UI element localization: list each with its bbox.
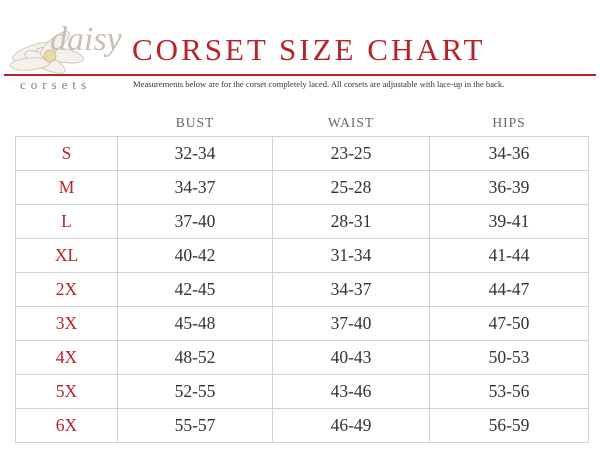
measurement: 34-36 [429,136,589,171]
divider [4,74,596,76]
logo-name: daisy [50,21,123,58]
measurement: 41-44 [429,238,589,273]
flower [9,31,85,74]
size-label: 2X [15,272,118,307]
measurement: 40-42 [117,238,273,273]
size-label: XL [15,238,118,273]
measurement: 48-52 [117,340,273,375]
column-header: HIPS [492,115,526,130]
measurement: 47-50 [429,306,589,341]
size-label: M [15,170,118,205]
table-body: S 32-34 23-25 34-36 M 34-37 25-28 36-39 L 37-40 28… [15,136,589,443]
column-header: BUST [175,115,215,130]
title: CORSET SIZE CHART [132,32,486,67]
size-row: XL 40-42 31-34 41-44 [15,238,589,273]
size-label: 6X [15,408,118,443]
measurement: 37-40 [272,306,430,341]
measurement: 31-34 [272,238,430,273]
measurement: 46-49 [272,408,430,443]
measurement: 25-28 [272,170,430,205]
measurement: 50-53 [429,340,589,375]
size-label: L [15,204,118,239]
subtitle: Measurements below are for the corset co… [133,79,505,89]
measurement: 42-45 [117,272,273,307]
measurement: 53-56 [429,374,589,409]
size-row: S 32-34 23-25 34-36 [15,136,589,171]
size-row: 3X 45-48 37-40 47-50 [15,306,589,341]
measurement: 34-37 [272,272,430,307]
logo: daisy corsets [9,21,123,92]
measurement: 36-39 [429,170,589,205]
measurement: 52-55 [117,374,273,409]
column-header: WAIST [327,115,375,130]
size-label: 5X [15,374,118,409]
size-label: S [15,136,118,171]
measurement: 40-43 [272,340,430,375]
measurement: 23-25 [272,136,430,171]
size-label: 3X [15,306,118,341]
measurement: 43-46 [272,374,430,409]
logo-tagline: corsets [20,77,91,92]
size-row: 6X 55-57 46-49 56-59 [15,408,589,443]
size-row: 2X 42-45 34-37 44-47 [15,272,589,307]
measurement: 39-41 [429,204,589,239]
measurement: 55-57 [117,408,273,443]
size-row: L 37-40 28-31 39-41 [15,204,589,239]
measurement: 45-48 [117,306,273,341]
measurement: 44-47 [429,272,589,307]
header-row: BUST WAIST HIPS [16,110,589,137]
measurement: 32-34 [117,136,273,171]
measurement: 34-37 [117,170,273,205]
measurement: 56-59 [429,408,589,443]
corner [16,110,118,137]
size-table: BUST WAIST HIPS S 32-34 23-25 34-36 M 34-37 25-2… [15,110,589,443]
size-row: 4X 48-52 40-43 50-53 [15,340,589,375]
size-label: 4X [15,340,118,375]
measurement: 28-31 [272,204,430,239]
size-row: 5X 52-55 43-46 53-56 [15,374,589,409]
measurement: 37-40 [117,204,273,239]
size-row: M 34-37 25-28 36-39 [15,170,589,205]
